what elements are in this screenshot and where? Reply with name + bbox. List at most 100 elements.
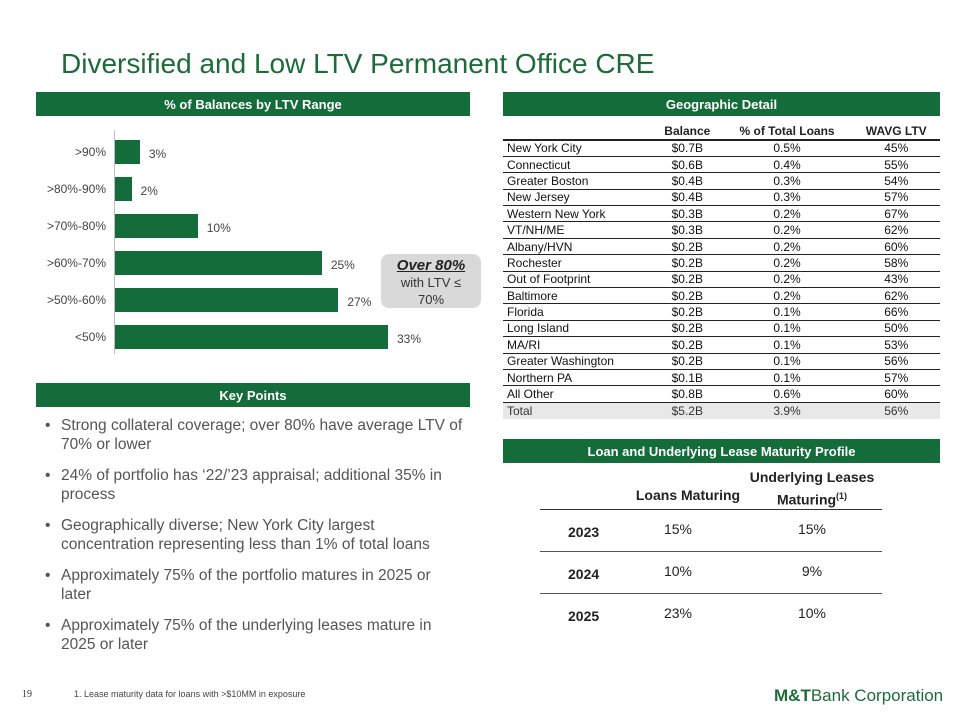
geo-table-row: Greater Boston $0.4B 0.3% 54%	[503, 172, 940, 190]
geo-region-cell: Total	[503, 402, 653, 419]
maturity-loans-value: 10%	[663, 563, 693, 579]
chart-bar	[115, 214, 198, 238]
geo-ltv-cell: 57%	[852, 369, 940, 387]
geo-table-row: Rochester $0.2B 0.2% 58%	[503, 254, 940, 272]
geo-pct-cell: 0.2%	[721, 254, 853, 272]
key-points-header: Key Points	[36, 383, 470, 407]
geo-region-cell: VT/NH/ME	[503, 221, 653, 239]
geo-table-row: Out of Footprint $0.2B 0.2% 43%	[503, 271, 940, 289]
geo-balance-cell: $0.2B	[653, 254, 722, 272]
geo-table-row: VT/NH/ME $0.3B 0.2% 62%	[503, 221, 940, 239]
geo-col-wavg-ltv: WAVG LTV	[852, 122, 940, 141]
geo-table-row: Greater Washington $0.2B 0.1% 56%	[503, 353, 940, 370]
maturity-col-leases-line1: Underlying Leases	[749, 469, 875, 485]
geo-ltv-cell: 55%	[852, 156, 940, 174]
geo-region-cell: New York City	[503, 140, 653, 157]
geo-ltv-cell: 54%	[852, 172, 940, 190]
geo-table-row: Albany/HVN $0.2B 0.2% 60%	[503, 238, 940, 256]
ltv-section-header: % of Balances by LTV Range	[36, 92, 470, 116]
geo-ltv-cell: 66%	[852, 303, 940, 321]
maturity-loans-value: 15%	[663, 521, 693, 537]
geo-ltv-cell: 45%	[852, 140, 940, 157]
geo-ltv-cell: 67%	[852, 205, 940, 223]
maturity-leases-value: 9%	[801, 563, 823, 579]
geo-total-row: Total $5.2B 3.9% 56%	[503, 402, 940, 419]
geo-ltv-cell: 60%	[852, 385, 940, 403]
page-title: Diversified and Low LTV Permanent Office…	[61, 48, 655, 79]
geo-region-cell: Northern PA	[503, 369, 653, 387]
geo-balance-cell: $0.1B	[653, 369, 722, 387]
geo-balance-cell: $0.2B	[653, 320, 722, 338]
geo-region-cell: Rochester	[503, 254, 653, 272]
geo-balance-cell: $0.4B	[653, 172, 722, 190]
geo-ltv-cell: 62%	[852, 221, 940, 239]
maturity-year: 2025	[568, 608, 600, 624]
maturity-col-leases: Underlying Leases Maturing(1)	[748, 468, 876, 510]
geo-ltv-cell: 53%	[852, 336, 940, 354]
chart-value-label: 2%	[140, 184, 158, 198]
geo-table-row: All Other $0.8B 0.6% 60%	[503, 385, 940, 403]
geo-pct-cell: 0.3%	[721, 189, 853, 207]
geo-balance-cell: $0.2B	[653, 238, 722, 256]
chart-value-label: 3%	[148, 147, 167, 161]
ltv-callout: Over 80% with LTV ≤ 70%	[381, 254, 481, 308]
geo-pct-cell: 0.1%	[721, 353, 853, 370]
logo-text: Bank Corporation	[810, 686, 944, 705]
geo-balance-cell: $0.2B	[653, 353, 722, 370]
geo-pct-cell: 0.2%	[721, 287, 853, 305]
geo-pct-cell: 0.2%	[721, 205, 853, 223]
geo-ltv-cell: 62%	[852, 287, 940, 305]
geo-ltv-cell: 50%	[852, 320, 940, 338]
geo-pct-cell: 0.1%	[721, 320, 853, 338]
geo-pct-cell: 0.1%	[721, 303, 853, 321]
geo-balance-cell: $0.2B	[653, 303, 722, 321]
chart-bar	[115, 140, 140, 164]
geo-ltv-cell: 57%	[852, 189, 940, 207]
geo-table-row: Connecticut $0.6B 0.4% 55%	[503, 156, 940, 174]
geo-ltv-cell: 60%	[852, 238, 940, 256]
geo-balance-cell: $0.2B	[653, 271, 722, 289]
callout-line1: with LTV ≤	[400, 275, 462, 290]
geo-region-cell: Baltimore	[503, 287, 653, 305]
geo-balance-cell: $0.4B	[653, 189, 722, 207]
ltv-bar-chart: >90% 3% >80%-90% 2% >70%-80% 10% >60%-70% 25% >5…	[36, 130, 476, 360]
geo-pct-cell: 3.9%	[721, 402, 853, 419]
maturity-header-row: Loans Maturing Underlying Leases Maturin…	[540, 465, 882, 510]
key-point-item: Strong collateral coverage; over 80% hav…	[43, 416, 463, 454]
geo-pct-cell: 0.6%	[721, 385, 853, 403]
geo-ltv-cell: 58%	[852, 254, 940, 272]
footnote: 1. Lease maturity data for loans with >$…	[74, 689, 306, 699]
chart-bar	[115, 251, 322, 275]
geo-table: Balance % of Total Loans WAVG LTV New Yo…	[503, 122, 940, 419]
geo-table-row: New York City $0.7B 0.5% 45%	[503, 140, 940, 157]
geo-table-row: Baltimore $0.2B 0.2% 62%	[503, 287, 940, 305]
maturity-table: Loans Maturing Underlying Leases Maturin…	[540, 465, 882, 636]
chart-category-label: >60%-70%	[46, 256, 106, 270]
geo-balance-cell: $0.7B	[653, 140, 722, 157]
page-number: 19	[22, 689, 32, 700]
chart-category-label: >50%-60%	[46, 293, 106, 307]
maturity-row: 2023 15% 15%	[540, 510, 882, 552]
chart-bar	[115, 177, 132, 201]
geo-table-row: Long Island $0.2B 0.1% 50%	[503, 320, 940, 338]
callout-line2: 70%	[417, 292, 445, 307]
chart-value-label: 10%	[206, 221, 231, 235]
geo-region-cell: Connecticut	[503, 156, 653, 174]
chart-bar	[115, 325, 388, 349]
maturity-leases-value: 10%	[797, 605, 827, 621]
maturity-col-loans: Loans Maturing	[635, 487, 741, 503]
geo-table-row: Florida $0.2B 0.1% 66%	[503, 303, 940, 321]
geo-col-balance: Balance	[653, 122, 722, 141]
geo-pct-cell: 0.2%	[721, 271, 853, 289]
chart-value-label: 33%	[397, 332, 422, 346]
geo-region-cell: Western New York	[503, 205, 653, 223]
geo-region-cell: MA/RI	[503, 336, 653, 354]
geo-balance-cell: $0.6B	[653, 156, 722, 174]
geo-region-cell: Albany/HVN	[503, 238, 653, 256]
key-point-item: Geographically diverse; New York City la…	[43, 516, 463, 554]
maturity-loans-value: 23%	[663, 605, 693, 621]
geo-region-cell: Greater Washington	[503, 353, 653, 370]
maturity-leases-value: 15%	[797, 521, 827, 537]
geo-pct-cell: 0.2%	[721, 221, 853, 239]
geo-pct-cell: 0.3%	[721, 172, 853, 190]
